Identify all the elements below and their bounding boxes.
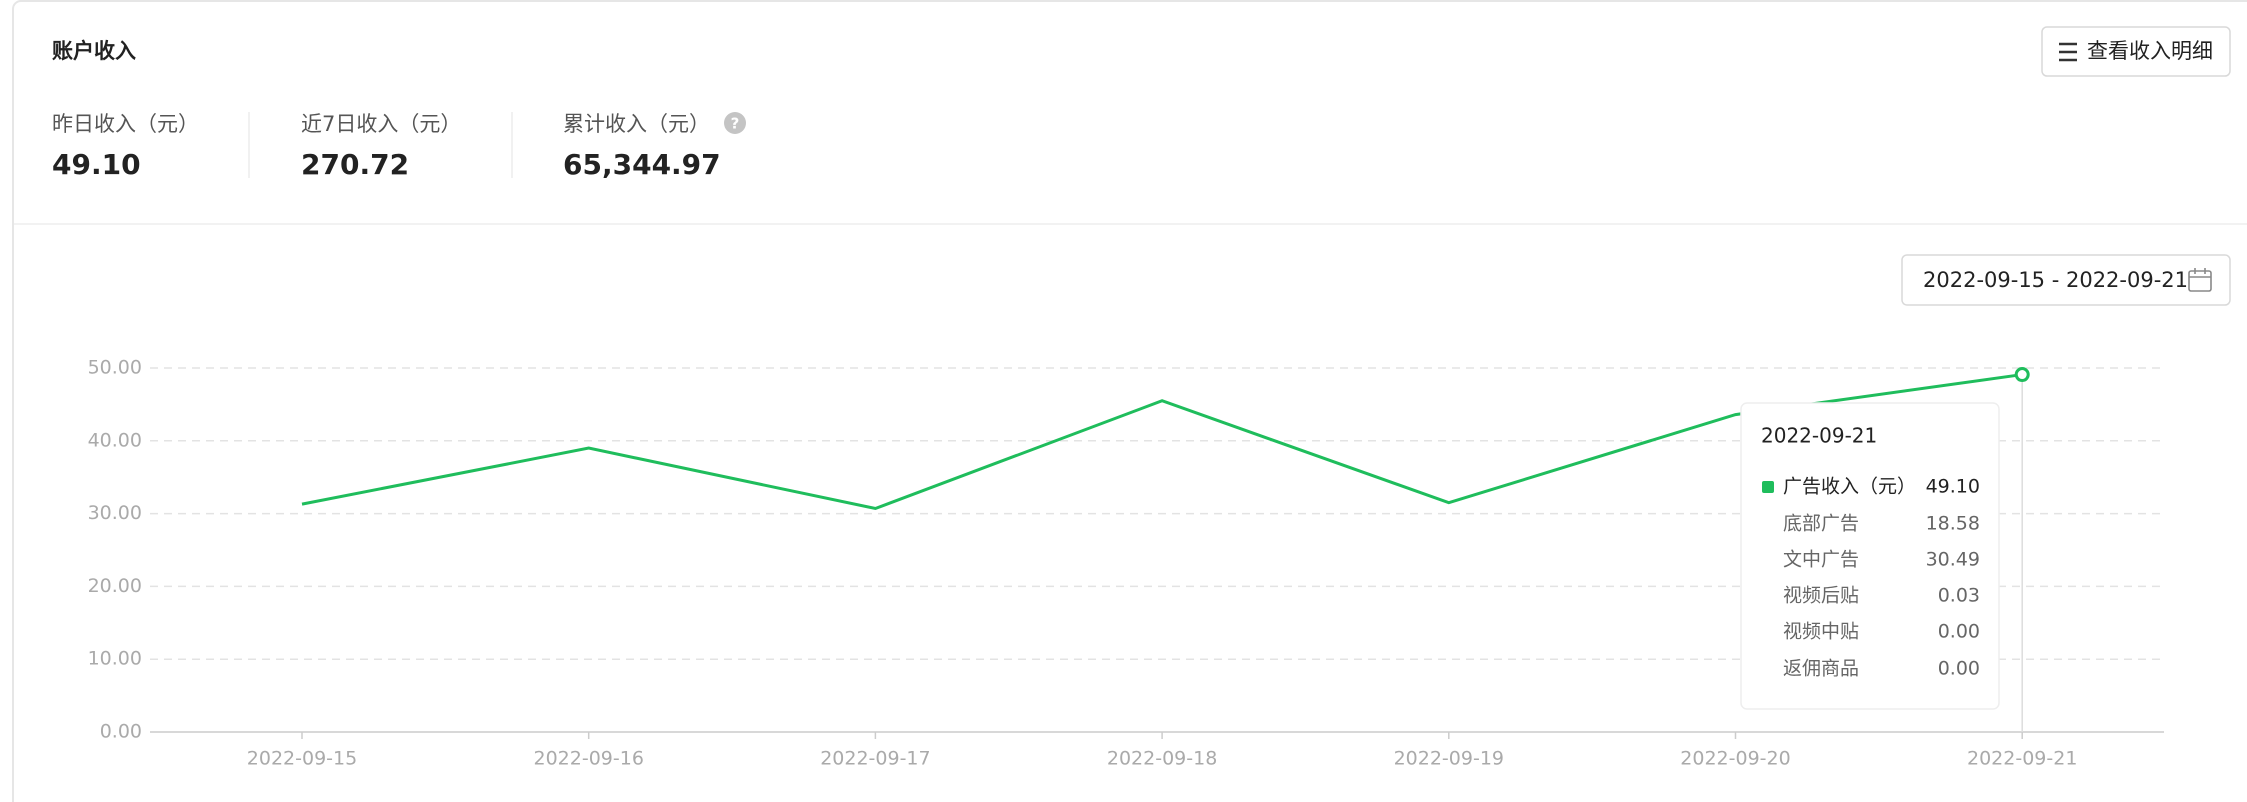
tooltip-value: 18.58 bbox=[1926, 513, 1980, 535]
x-tick-label: 2022-09-17 bbox=[820, 748, 930, 770]
tooltip-label: 返佣商品 bbox=[1783, 658, 1859, 680]
x-tick-label: 2022-09-16 bbox=[533, 748, 643, 770]
button-box[interactable] bbox=[2041, 26, 2231, 77]
tooltip-date: 2022-09-21 bbox=[1761, 424, 1877, 448]
stat-label: 昨日收入（元） bbox=[52, 112, 199, 136]
card-border bbox=[12, 0, 2247, 802]
y-tick-label: 20.00 bbox=[88, 575, 142, 597]
x-tick-label: 2022-09-19 bbox=[1394, 748, 1504, 770]
stat-value: 49.10 bbox=[52, 148, 141, 181]
date-box[interactable] bbox=[1901, 254, 2231, 306]
calendar-icon bbox=[2188, 268, 2212, 292]
y-tick-label: 10.00 bbox=[88, 648, 142, 670]
help-circle[interactable] bbox=[724, 112, 746, 134]
tooltip-value: 0.03 bbox=[1938, 585, 1980, 607]
y-tick-label: 40.00 bbox=[88, 429, 142, 451]
help-mark: ? bbox=[731, 115, 740, 133]
tooltip: 2022-09-21 广告收入（元） 49.10 底部广告 18.58 文中广告 30.49… bbox=[1740, 402, 2000, 710]
stat-label: 累计收入（元） bbox=[563, 112, 710, 136]
hover-point bbox=[2014, 367, 2030, 383]
tooltip-label: 底部广告 bbox=[1783, 513, 1859, 535]
stats: 昨日收入（元） 49.10 近7日收入（元） 270.72 累计收入（元） 65,344.… bbox=[52, 112, 721, 181]
tooltip-label: 广告收入（元） bbox=[1783, 476, 1916, 498]
y-tick-label: 50.00 bbox=[88, 357, 142, 379]
x-tick-label: 2022-09-18 bbox=[1107, 748, 1217, 770]
tooltip-value: 0.00 bbox=[1938, 658, 1980, 680]
button-label[interactable]: 查看收入明细 bbox=[2087, 39, 2213, 63]
stat-value: 270.72 bbox=[301, 148, 409, 181]
x-tick-label: 2022-09-15 bbox=[247, 748, 357, 770]
tooltip-value: 30.49 bbox=[1926, 549, 1980, 571]
y-tick-label: 30.00 bbox=[88, 502, 142, 524]
tooltip-box bbox=[1740, 402, 2000, 710]
tooltip-value: 0.00 bbox=[1938, 621, 1980, 643]
tooltip-label: 文中广告 bbox=[1783, 549, 1859, 571]
x-tick-label: 2022-09-20 bbox=[1680, 748, 1790, 770]
tooltip-marker bbox=[1762, 481, 1774, 493]
x-tick-label: 2022-09-21 bbox=[1967, 748, 2077, 770]
help-icon[interactable]: ? bbox=[724, 112, 746, 134]
date-picker[interactable]: 2022-09-15 - 2022-09-21 bbox=[1901, 254, 2231, 306]
tooltip-value: 49.10 bbox=[1926, 476, 1980, 498]
stat-value: 65,344.97 bbox=[563, 148, 721, 181]
line-series bbox=[301, 373, 2023, 511]
card-title: 账户收入 bbox=[52, 39, 136, 63]
tooltip-label: 视频中贴 bbox=[1783, 621, 1859, 643]
menu-icon bbox=[2059, 42, 2077, 62]
y-tick-label: 0.00 bbox=[100, 721, 142, 743]
stat-label: 近7日收入（元） bbox=[301, 112, 461, 136]
chart: 0.00 10.00 20.00 30.00 40.00 50.00 2022-09-15 2… bbox=[88, 357, 2164, 770]
date-range[interactable]: 2022-09-15 - 2022-09-21 bbox=[1923, 268, 2188, 292]
tooltip-label: 视频后贴 bbox=[1783, 585, 1859, 607]
detail-button[interactable]: 查看收入明细 bbox=[2041, 26, 2231, 77]
